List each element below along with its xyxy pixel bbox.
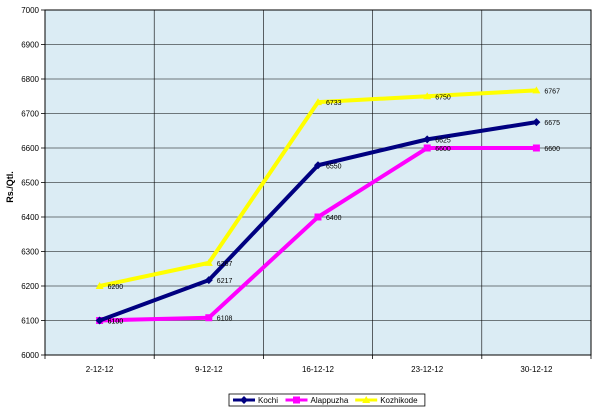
data-label-kozhikode: 6733 — [326, 100, 342, 107]
data-point-kochi — [532, 118, 541, 127]
data-label-alappuzha: 6108 — [217, 316, 233, 323]
data-label-kozhikode: 6750 — [435, 94, 451, 101]
data-point-alappuzha — [423, 144, 431, 152]
data-point-kochi — [95, 316, 104, 325]
legend-label-alappuzha: Alappuzha — [311, 396, 349, 405]
y-tick-label: 6200 — [21, 282, 39, 291]
data-point-kochi — [423, 135, 432, 144]
data-point-kozhikode — [95, 282, 104, 289]
data-point-alappuzha — [532, 144, 540, 152]
series-group — [95, 86, 541, 325]
y-tick-label: 6000 — [21, 351, 39, 360]
legend-label-kozhikode: Kozhikode — [380, 396, 418, 405]
data-label-kochi: 6217 — [217, 278, 233, 285]
y-tick-label: 7000 — [21, 6, 39, 15]
x-axis: 2-12-12 9-12-12 16-12-12 23-12-12 30-12-12 — [44, 355, 592, 374]
data-point-kozhikode — [204, 258, 213, 266]
data-label-alappuzha: 6600 — [435, 146, 451, 153]
data-label-kozhikode: 6200 — [108, 284, 124, 291]
data-point-kozhikode — [532, 86, 541, 94]
data-label-kochi: 6100 — [108, 319, 124, 326]
data-point-kochi — [204, 276, 213, 285]
y-tick-label: 6600 — [21, 144, 39, 153]
x-tick-label: 2-12-12 — [86, 365, 114, 374]
data-point-alappuzha — [314, 213, 322, 221]
data-point-kozhikode — [423, 92, 432, 100]
data-point-kozhikode — [314, 98, 322, 106]
y-tick-label: 6500 — [21, 179, 39, 188]
data-label-alappuzha: 6600 — [544, 146, 560, 153]
data-label-kozhikode: 6267 — [217, 261, 233, 268]
y-axis: 6000 6100 6200 6300 6400 6500 6600 6700 6800 6900… — [21, 6, 45, 360]
x-tick-label: 16-12-12 — [302, 365, 335, 374]
legend: Kochi Alappuzha Kozhikode — [228, 393, 426, 407]
data-label-kochi: 6550 — [326, 163, 342, 170]
data-point-kochi — [314, 161, 322, 170]
data-label-kochi: 6625 — [435, 137, 451, 144]
x-tick-label: 30-12-12 — [520, 365, 553, 374]
y-tick-label: 6300 — [21, 248, 39, 257]
y-tick-label: 6400 — [21, 213, 39, 222]
x-tick-label: 23-12-12 — [411, 365, 444, 374]
legend-box — [228, 393, 426, 407]
data-label-kochi: 6675 — [544, 120, 560, 127]
y-tick-label: 6800 — [21, 75, 39, 84]
data-label-kozhikode: 6767 — [544, 88, 560, 95]
legend-marker-kochi — [240, 396, 248, 404]
y-axis-label: Rs./Qtl. — [5, 171, 15, 203]
legend-label-kochi: Kochi — [258, 396, 278, 405]
data-point-alappuzha — [205, 314, 213, 322]
legend-marker-kozhikode — [362, 396, 371, 403]
data-label-alappuzha: 6400 — [326, 215, 342, 222]
legend-marker-alappuzha — [293, 396, 300, 404]
y-tick-label: 6900 — [21, 41, 39, 50]
data-label-alappuzha: 6100 — [108, 319, 124, 326]
y-tick-label: 6100 — [21, 317, 39, 326]
y-tick-label: 6700 — [21, 110, 39, 119]
x-tick-label: 9-12-12 — [195, 365, 223, 374]
